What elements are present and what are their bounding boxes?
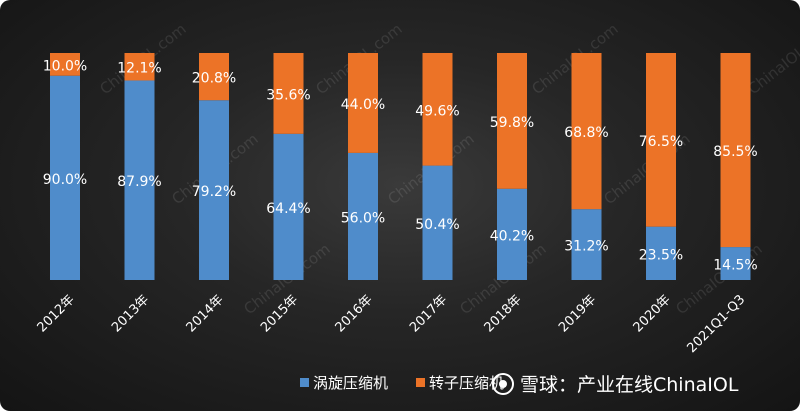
data-label-scroll: 90.0%: [43, 172, 87, 188]
bar-rotary-compressor: [646, 53, 676, 227]
bar-scroll-compressor: [199, 100, 229, 280]
x-tick-label: 2020年: [631, 292, 674, 335]
data-label-scroll: 31.2%: [564, 239, 608, 255]
bar-rotary-compressor: [497, 53, 527, 189]
x-tick-label: 2016年: [333, 292, 376, 335]
bar-scroll-compressor: [124, 80, 155, 280]
bar-scroll-compressor: [720, 247, 751, 280]
bar-scroll-compressor: [348, 152, 378, 280]
bar-scroll-compressor: [50, 75, 80, 280]
data-label-scroll: 87.9%: [117, 174, 161, 190]
data-label-scroll: 64.4%: [266, 201, 310, 217]
data-label-rotary: 49.6%: [415, 103, 459, 119]
data-label-rotary: 85.5%: [713, 144, 757, 160]
x-tick-label: 2019年: [556, 292, 599, 335]
bar-rotary-compressor: [124, 53, 155, 81]
data-label-scroll: 50.4%: [415, 217, 459, 233]
bar-rotary-compressor: [571, 53, 602, 210]
watermark-mark: ChinaIOL.com: [744, 20, 800, 98]
x-tick-label: 2014年: [184, 292, 227, 335]
data-label-scroll: 14.5%: [713, 258, 757, 274]
bar-rotary-compressor: [199, 53, 229, 101]
data-label-scroll: 79.2%: [192, 184, 236, 200]
legend: 涡旋压缩机 转子压缩机: [300, 374, 504, 392]
data-label-rotary: 12.1%: [117, 61, 161, 77]
bar-scroll-compressor: [646, 226, 676, 280]
data-label-scroll: 23.5%: [639, 247, 683, 263]
data-label-rotary: 20.8%: [192, 71, 236, 87]
data-label-rotary: 59.8%: [490, 115, 534, 131]
x-tick-label: 2017年: [407, 292, 450, 335]
snowball-logo-icon: [492, 373, 514, 395]
watermark-mark: ChinaIOL.com: [672, 240, 765, 318]
bar-rotary-compressor: [422, 53, 453, 166]
bar-scroll-compressor: [273, 133, 304, 280]
bar-rotary-compressor: [348, 53, 378, 153]
x-tick-label: 2013年: [109, 292, 152, 335]
legend-label: 转子压缩机: [429, 374, 504, 392]
data-label-rotary: 44.0%: [341, 97, 385, 113]
bar-rotary-compressor: [50, 53, 80, 76]
data-label-rotary: 68.8%: [564, 125, 608, 141]
legend-label: 涡旋压缩机: [313, 374, 388, 392]
watermark-text: 雪球：产业在线ChinaIOL: [520, 374, 739, 396]
legend-swatch: [416, 378, 425, 387]
data-label-rotary: 10.0%: [43, 58, 87, 74]
data-label-scroll: 56.0%: [341, 210, 385, 226]
bar-scroll-compressor: [422, 165, 453, 280]
x-tick-label: 2012年: [35, 292, 78, 335]
bar-rotary-compressor: [720, 53, 751, 248]
data-label-rotary: 76.5%: [639, 134, 683, 150]
data-label-scroll: 40.2%: [490, 228, 534, 244]
bar-scroll-compressor: [497, 188, 527, 280]
legend-swatch: [300, 378, 309, 387]
bar-rotary-compressor: [273, 53, 304, 134]
bar-scroll-compressor: [571, 209, 602, 280]
data-label-rotary: 35.6%: [266, 87, 310, 103]
